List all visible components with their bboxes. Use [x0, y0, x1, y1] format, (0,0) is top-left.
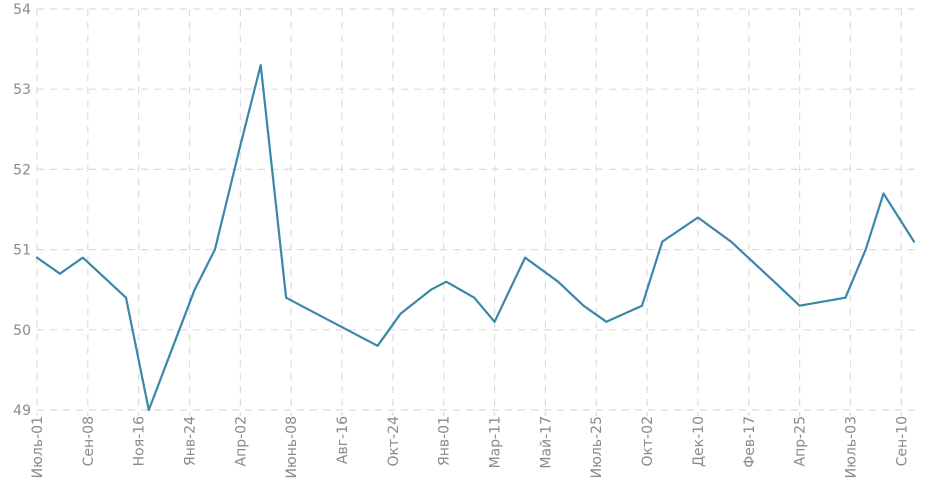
x-tick-label: Фев-17 [742, 416, 758, 468]
y-tick-label: 53 [13, 82, 31, 98]
x-tick-label: Апр-25 [793, 416, 809, 466]
x-tick-label: Июль-03 [843, 416, 859, 478]
series-group [35, 63, 916, 412]
y-tick-label: 51 [13, 243, 31, 259]
x-tick-label: Окт-02 [640, 416, 656, 467]
x-tick-label: Май-17 [538, 416, 554, 469]
x-tick-label: Июнь-08 [284, 416, 300, 479]
x-tick-label: Окт-24 [386, 416, 402, 467]
series-line-0 [35, 63, 916, 412]
x-tick-label: Июль-01 [30, 416, 46, 478]
x-tick-label: Июль-25 [589, 416, 605, 478]
y-tick-label: 49 [13, 403, 31, 419]
x-tick-label: Сен-08 [81, 416, 97, 466]
x-tick-label: Авг-16 [335, 416, 351, 464]
x-tick-label: Апр-02 [233, 416, 249, 466]
x-tick-label: Янв-24 [183, 416, 199, 466]
y-tick-label: 54 [13, 2, 31, 18]
x-tick-label: Ноя-16 [132, 416, 148, 466]
x-axis-ticks: Июль-01 Сен-08 Ноя-16 Янв-24 Апр-02 Июнь-08 Ав… [30, 416, 910, 479]
x-tick-label: Дек-10 [691, 416, 707, 467]
grid [36, 8, 918, 416]
x-tick-label: Сен-10 [894, 416, 910, 466]
y-axis-ticks: 49 50 51 52 53 54 [13, 2, 31, 419]
y-tick-label: 50 [13, 323, 31, 339]
x-tick-label: Мар-11 [488, 416, 504, 468]
x-tick-label: Янв-01 [437, 416, 453, 466]
y-tick-label: 52 [13, 162, 31, 178]
